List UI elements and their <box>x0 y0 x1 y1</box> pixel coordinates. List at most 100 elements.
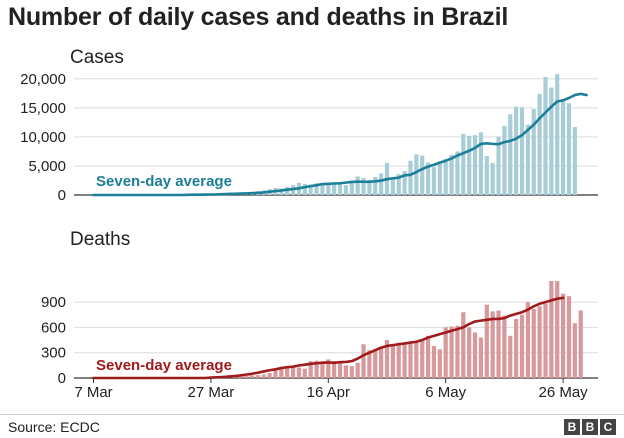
deaths-bar <box>396 342 401 378</box>
deaths-bar <box>273 369 278 378</box>
cases-bar <box>449 154 454 195</box>
deaths-bar <box>414 342 419 378</box>
deaths-bar <box>232 377 237 378</box>
cases-y-tick-label: 15,000 <box>20 100 66 117</box>
deaths-bar <box>332 361 337 378</box>
deaths-bar <box>402 342 407 378</box>
deaths-bar <box>578 310 583 378</box>
deaths-bar <box>455 325 460 378</box>
deaths-bar <box>390 344 395 378</box>
cases-bar <box>326 183 331 195</box>
deaths-y-tick-label: 600 <box>41 319 66 336</box>
cases-bar <box>525 124 530 195</box>
deaths-bar <box>373 349 378 378</box>
x-tick-label: 7 Mar <box>74 384 112 401</box>
cases-bar <box>314 183 319 195</box>
deaths-bar <box>549 281 554 378</box>
deaths-bar <box>355 362 360 378</box>
deaths-bar <box>384 340 390 378</box>
deaths-y-tick-label: 900 <box>41 294 66 311</box>
cases-bar <box>408 160 413 195</box>
deaths-bar <box>543 303 548 378</box>
cases-bar <box>472 135 478 195</box>
deaths-bar <box>425 335 431 378</box>
deaths-bar <box>296 367 302 378</box>
cases-bar <box>549 87 554 195</box>
cases-bar <box>367 179 372 195</box>
cases-bar <box>320 184 325 195</box>
cases-bar <box>379 173 384 195</box>
cases-bar <box>425 162 431 195</box>
x-tick-label: 26 May <box>538 384 588 401</box>
deaths-seven-day-average-line <box>92 296 565 380</box>
deaths-bar <box>472 332 478 378</box>
cases-bar <box>308 184 313 195</box>
bbc-logo-block: C <box>600 419 616 435</box>
deaths-bar <box>361 344 366 378</box>
deaths-bar <box>267 372 272 378</box>
source-note: Source: ECDC <box>8 419 100 435</box>
cases-bar <box>332 183 337 195</box>
bbc-logo-block: B <box>582 419 598 435</box>
deaths-bar <box>420 340 425 378</box>
cases-bar <box>467 135 472 195</box>
cases-bar <box>437 161 442 195</box>
deaths-bar <box>343 365 349 378</box>
deaths-bar <box>484 304 489 378</box>
cases-bar <box>490 163 495 195</box>
deaths-bar <box>461 312 466 378</box>
cases-bar <box>402 171 407 195</box>
deaths-bar <box>531 308 536 378</box>
deaths-seven-day-average-label: Seven-day average <box>96 357 232 374</box>
deaths-bar <box>490 311 495 378</box>
cases-bar <box>502 125 507 195</box>
cases-seven-day-average-label: Seven-day average <box>96 173 232 190</box>
deaths-panel-title: Deaths <box>70 229 130 250</box>
cases-bar <box>496 136 501 195</box>
deaths-bar <box>514 318 519 378</box>
x-tick-label: 6 May <box>425 384 466 401</box>
deaths-bar <box>561 293 566 378</box>
cases-panel: Cases 0 5,000 10,000 15,000 20,000 Seven-day a… <box>20 47 598 204</box>
cases-bar <box>555 74 560 195</box>
cases-y-tick-label: 0 <box>58 187 66 204</box>
cases-bar <box>343 185 349 195</box>
cases-y-tick-label: 10,000 <box>20 129 66 146</box>
deaths-bar <box>285 367 290 378</box>
deaths-bar <box>555 281 560 378</box>
cases-panel-title: Cases <box>70 47 124 68</box>
cases-bar <box>514 106 519 195</box>
deaths-panel: Deaths 0 300 600 900 Seven-day average 7 Mar 27… <box>41 229 598 401</box>
deaths-bar <box>496 310 501 378</box>
cases-bar <box>431 167 437 195</box>
deaths-bar <box>408 341 413 378</box>
cases-bar <box>396 174 401 195</box>
deaths-bar <box>379 348 384 378</box>
deaths-bar <box>449 326 454 378</box>
cases-y-tick-label: 5,000 <box>28 158 66 175</box>
deaths-bar <box>244 376 249 378</box>
bbc-logo: B B C <box>564 419 616 435</box>
deaths-bar <box>326 359 331 378</box>
cases-bar <box>337 182 343 195</box>
cases-bar <box>355 176 360 195</box>
deaths-bar <box>302 368 307 378</box>
deaths-bar <box>572 323 577 378</box>
deaths-bar <box>537 306 542 378</box>
x-tick-label: 27 Mar <box>188 384 235 401</box>
deaths-bar <box>443 327 448 378</box>
deaths-bar <box>238 376 243 378</box>
cases-bar <box>302 183 307 195</box>
chart-title: Number of daily cases and deaths in Braz… <box>8 3 509 31</box>
deaths-bar <box>519 314 525 378</box>
cases-y-tick-label: 20,000 <box>20 71 66 88</box>
cases-bar <box>455 151 460 195</box>
deaths-bar <box>478 337 484 378</box>
cases-bar <box>414 154 419 195</box>
deaths-bar <box>431 345 437 378</box>
x-tick-label: 16 Apr <box>307 384 350 401</box>
deaths-bar <box>437 349 442 378</box>
cases-bar <box>361 178 366 195</box>
deaths-bar <box>279 368 284 378</box>
cases-bar <box>478 132 484 195</box>
